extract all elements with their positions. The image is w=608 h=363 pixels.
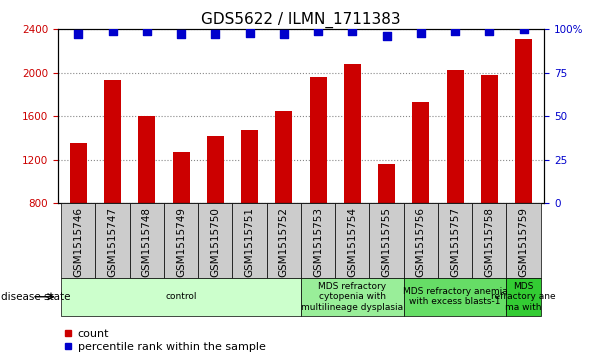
Point: [108, 28, 117, 34]
Bar: [207, 136, 224, 290]
Bar: [481, 75, 498, 290]
Bar: [344, 64, 361, 290]
Text: GSM1515755: GSM1515755: [382, 207, 392, 277]
Text: GSM1515750: GSM1515750: [210, 207, 220, 277]
Text: GSM1515746: GSM1515746: [74, 207, 83, 277]
Bar: [61, 278, 301, 316]
Text: GSM1515754: GSM1515754: [347, 207, 358, 277]
Text: GSM1515759: GSM1515759: [519, 207, 528, 277]
Point: [416, 30, 426, 36]
Bar: [130, 203, 164, 278]
Bar: [95, 203, 130, 278]
Bar: [378, 164, 395, 290]
Text: GSM1515752: GSM1515752: [279, 207, 289, 277]
Text: disease state: disease state: [1, 292, 70, 302]
Text: GSM1515749: GSM1515749: [176, 207, 186, 277]
Text: GSM1515758: GSM1515758: [485, 207, 494, 277]
Bar: [267, 203, 301, 278]
Point: [348, 28, 358, 34]
Bar: [70, 143, 87, 290]
Point: [485, 28, 494, 34]
Bar: [61, 203, 95, 278]
Bar: [472, 203, 506, 278]
Bar: [173, 152, 190, 290]
Bar: [198, 203, 232, 278]
Bar: [164, 203, 198, 278]
Text: GSM1515753: GSM1515753: [313, 207, 323, 277]
Text: GSM1515748: GSM1515748: [142, 207, 152, 277]
Bar: [301, 278, 404, 316]
Bar: [506, 203, 541, 278]
Point: [313, 28, 323, 34]
Point: [142, 28, 151, 34]
Point: [279, 31, 289, 37]
Point: [244, 30, 254, 36]
Bar: [370, 203, 404, 278]
Bar: [335, 203, 370, 278]
Legend: count, percentile rank within the sample: count, percentile rank within the sample: [63, 329, 266, 352]
Text: GSM1515751: GSM1515751: [244, 207, 255, 277]
Bar: [241, 130, 258, 290]
Bar: [404, 278, 506, 316]
Title: GDS5622 / ILMN_1711383: GDS5622 / ILMN_1711383: [201, 12, 401, 28]
Bar: [506, 278, 541, 316]
Point: [382, 33, 392, 39]
Bar: [232, 203, 267, 278]
Text: control: control: [165, 292, 197, 301]
Bar: [275, 111, 292, 290]
Point: [451, 28, 460, 34]
Point: [210, 31, 220, 37]
Point: [176, 31, 186, 37]
Bar: [104, 80, 121, 290]
Bar: [301, 203, 335, 278]
Bar: [438, 203, 472, 278]
Bar: [446, 70, 464, 290]
Text: MDS refractory
cytopenia with
multilineage dysplasia: MDS refractory cytopenia with multilinea…: [302, 282, 403, 312]
Text: MDS
refractory ane
ma with: MDS refractory ane ma with: [491, 282, 556, 312]
Bar: [404, 203, 438, 278]
Text: GSM1515747: GSM1515747: [108, 207, 117, 277]
Bar: [412, 102, 429, 290]
Text: MDS refractory anemia
with excess blasts-1: MDS refractory anemia with excess blasts…: [402, 287, 508, 306]
Bar: [138, 116, 156, 290]
Text: GSM1515757: GSM1515757: [450, 207, 460, 277]
Point: [74, 31, 83, 37]
Bar: [515, 39, 532, 290]
Point: [519, 26, 528, 32]
Text: GSM1515756: GSM1515756: [416, 207, 426, 277]
Bar: [309, 77, 326, 290]
